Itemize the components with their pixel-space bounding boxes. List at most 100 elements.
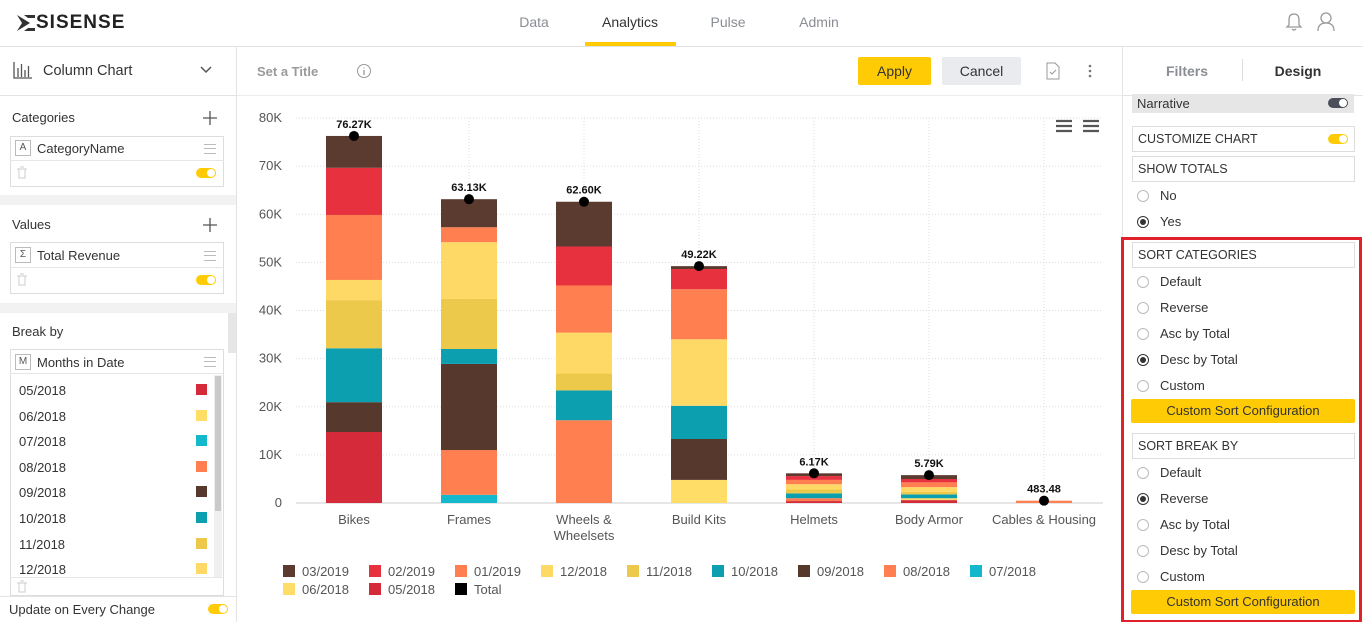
legend-swatch xyxy=(369,565,381,577)
chart-menu-icons[interactable] xyxy=(1055,118,1101,134)
cancel-button[interactable]: Cancel xyxy=(942,57,1021,85)
scrollbar-thumb[interactable] xyxy=(215,376,221,511)
radio-label[interactable]: Desc by Total xyxy=(1160,352,1238,367)
info-icon[interactable] xyxy=(356,63,372,79)
legend-item[interactable]: 09/2018 xyxy=(798,562,864,580)
toggle[interactable] xyxy=(196,275,216,285)
legend-item[interactable]: Total xyxy=(455,580,501,598)
chart-type[interactable]: Column Chart xyxy=(43,63,133,79)
toggle[interactable] xyxy=(196,168,216,178)
radio-button[interactable] xyxy=(1137,571,1149,583)
radio-button[interactable] xyxy=(1137,302,1149,314)
total-label: 49.22K xyxy=(681,249,717,261)
chevron-icon[interactable] xyxy=(199,65,213,75)
radio-button[interactable] xyxy=(1137,545,1149,557)
nav-tab[interactable]: Admin xyxy=(799,14,839,30)
radio-label[interactable]: Desc by Total xyxy=(1160,543,1238,558)
legend-item[interactable]: 01/2019 xyxy=(455,562,521,580)
bar-segment xyxy=(441,349,497,364)
color-swatch[interactable] xyxy=(196,460,207,472)
collapse-handle[interactable] xyxy=(228,313,236,353)
add-icon[interactable] xyxy=(203,218,217,232)
legend-item[interactable]: 02/2019 xyxy=(369,562,435,580)
more-icon[interactable] xyxy=(1086,63,1094,79)
drag-handle[interactable] xyxy=(204,144,216,154)
legend-item[interactable]: 10/2018 xyxy=(712,562,778,580)
radio-button[interactable] xyxy=(1137,276,1149,288)
color-swatch[interactable] xyxy=(196,486,207,498)
break-by-item[interactable]: 05/2018 xyxy=(19,383,66,398)
legend-item[interactable]: 05/2018 xyxy=(369,580,435,598)
toggle[interactable] xyxy=(1328,98,1348,108)
radio-label[interactable]: Reverse xyxy=(1160,491,1209,506)
legend-label: 05/2018 xyxy=(388,581,435,597)
bar-segment xyxy=(326,348,382,403)
radio-label[interactable]: Reverse xyxy=(1160,300,1209,315)
radio-button[interactable] xyxy=(1137,467,1149,479)
legend-item[interactable]: 03/2019 xyxy=(283,562,349,580)
trash-icon[interactable] xyxy=(16,273,28,286)
radio-button[interactable] xyxy=(1137,216,1149,228)
break-by-item[interactable]: 10/2018 xyxy=(19,511,66,526)
panel-tab[interactable]: Filters xyxy=(1165,63,1209,79)
radio-label[interactable]: Default xyxy=(1160,465,1202,480)
trash-icon[interactable] xyxy=(16,166,28,179)
break-by-item[interactable]: 07/2018 xyxy=(19,434,66,450)
radio-button[interactable] xyxy=(1137,493,1149,505)
logo[interactable]: SISENSE xyxy=(36,12,126,33)
panel-divider xyxy=(236,47,237,622)
break-by-item[interactable]: 11/2018 xyxy=(19,536,66,552)
field-box xyxy=(10,242,224,294)
nav-tab[interactable]: Pulse xyxy=(710,14,746,30)
field-name[interactable]: Total Revenue xyxy=(37,248,121,263)
break-by-item[interactable]: 12/2018 xyxy=(19,562,66,578)
drag-handle[interactable] xyxy=(204,251,216,261)
toggle[interactable] xyxy=(208,604,228,614)
color-swatch[interactable] xyxy=(196,409,207,421)
radio-label[interactable]: Yes xyxy=(1160,214,1182,229)
color-swatch[interactable] xyxy=(196,512,207,523)
color-swatch[interactable] xyxy=(196,563,207,575)
export-icon[interactable] xyxy=(1045,62,1061,80)
break-by-item[interactable]: 09/2018 xyxy=(19,485,66,501)
user-icon[interactable] xyxy=(1316,11,1336,33)
radio-label[interactable]: Default xyxy=(1160,274,1202,289)
radio-button[interactable] xyxy=(1137,328,1149,340)
radio-label[interactable]: No xyxy=(1160,188,1177,203)
legend-item[interactable]: 12/2018 xyxy=(541,562,607,580)
break-by-item[interactable]: 06/2018 xyxy=(19,408,66,424)
custom-sort-button[interactable]: Custom Sort Configuration xyxy=(1131,590,1355,614)
toggle[interactable] xyxy=(1328,134,1348,144)
add-icon[interactable] xyxy=(203,111,217,125)
field-name[interactable]: Months in Date xyxy=(37,355,125,370)
color-swatch[interactable] xyxy=(196,435,207,447)
apply-button[interactable]: Apply xyxy=(858,57,931,85)
bar-segment xyxy=(556,201,612,247)
legend-item[interactable]: 11/2018 xyxy=(627,562,692,580)
field-name[interactable]: CategoryName xyxy=(37,141,125,156)
radio-label[interactable]: Custom xyxy=(1160,378,1205,393)
radio-button[interactable] xyxy=(1137,380,1149,392)
drag-handle[interactable] xyxy=(204,357,216,367)
nav-tab[interactable]: Analytics xyxy=(601,14,659,30)
legend-item[interactable]: 07/2018 xyxy=(970,562,1036,580)
nav-tab[interactable]: Data xyxy=(519,14,549,30)
color-swatch[interactable] xyxy=(196,384,207,395)
notifications-icon[interactable] xyxy=(1284,12,1304,32)
trash-icon[interactable] xyxy=(16,580,28,593)
custom-sort-button[interactable]: Custom Sort Configuration xyxy=(1131,399,1355,423)
color-swatch[interactable] xyxy=(196,537,207,549)
legend-label: 06/2018 xyxy=(302,581,349,597)
title-input[interactable]: Set a Title xyxy=(257,64,319,79)
radio-label[interactable]: Custom xyxy=(1160,569,1205,584)
radio-button[interactable] xyxy=(1137,519,1149,531)
radio-button[interactable] xyxy=(1137,354,1149,366)
legend-item[interactable]: 08/2018 xyxy=(884,562,950,580)
radio-button[interactable] xyxy=(1137,190,1149,202)
panel-tab[interactable]: Design xyxy=(1274,63,1322,79)
legend-item[interactable]: 06/2018 xyxy=(283,580,349,598)
bar-segment xyxy=(786,479,842,485)
break-by-item[interactable]: 08/2018 xyxy=(19,459,66,475)
radio-label[interactable]: Asc by Total xyxy=(1160,326,1230,341)
radio-label[interactable]: Asc by Total xyxy=(1160,517,1230,532)
